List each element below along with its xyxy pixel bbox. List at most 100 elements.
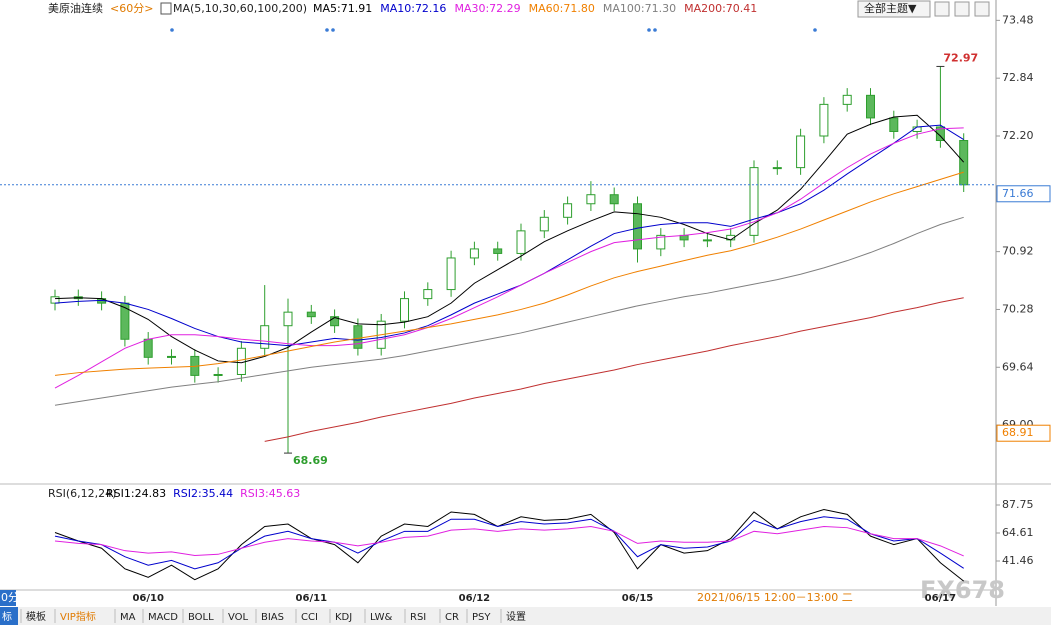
- candle-body: [702, 239, 712, 242]
- candle-body: [842, 94, 852, 105]
- y-tick-label: 72.20: [1002, 129, 1034, 142]
- candle-body: [283, 311, 293, 327]
- indicator-line: [54, 525, 964, 557]
- toolbar-item[interactable]: 设置: [506, 611, 526, 623]
- period-tab-label[interactable]: 0分: [1, 591, 19, 604]
- toggle-button[interactable]: [954, 1, 970, 17]
- toolbar-item[interactable]: RSI: [410, 612, 426, 623]
- period-tab[interactable]: [0, 590, 16, 606]
- theme-button[interactable]: [857, 0, 931, 18]
- y-tick-label: 70.28: [1002, 302, 1034, 315]
- legend-entry: MA60:71.80: [529, 2, 595, 15]
- candle-body: [889, 117, 899, 132]
- indicator-line: [54, 509, 965, 582]
- toolbar-item[interactable]: KDJ: [335, 612, 352, 623]
- toolbar-item[interactable]: CR: [445, 612, 459, 623]
- y-tick-label: 87.75: [1002, 498, 1034, 511]
- legend-entry: MA10:72.16: [380, 2, 446, 15]
- toolbar-active: [0, 607, 18, 625]
- ma-indicator: MA(5,10,30,60,100,200): [173, 2, 307, 15]
- y-tick-label: 70.92: [1002, 245, 1034, 258]
- toolbar-item[interactable]: CCI: [301, 612, 318, 623]
- y-tick-label: 41.46: [1002, 554, 1034, 567]
- candle-body: [236, 347, 246, 375]
- candle-body: [772, 167, 782, 170]
- candle-body: [959, 140, 969, 186]
- candle-body: [749, 167, 759, 236]
- candle-body: [353, 325, 363, 349]
- x-tick-label: 06/11: [296, 593, 328, 604]
- period: <60分>: [110, 2, 153, 15]
- rsi-indicator: RSI(6,12,24): [48, 487, 116, 500]
- candle-body: [935, 126, 945, 142]
- high-annotation: 72.97: [943, 51, 978, 64]
- candle-body: [306, 311, 316, 318]
- x-tick-label: 06/15: [622, 593, 654, 604]
- toggle-button[interactable]: [974, 1, 990, 17]
- legend-entry: RSI2:35.44: [173, 487, 233, 500]
- indicator-line: [54, 124, 964, 347]
- toggle-button[interactable]: [934, 1, 950, 17]
- last-price-box: [996, 185, 1051, 203]
- candle-body: [819, 103, 829, 137]
- x-tick-label: 06/17: [925, 593, 957, 604]
- candle-body: [539, 216, 549, 232]
- toolbar-item[interactable]: PSY: [472, 612, 491, 623]
- toolbar-item[interactable]: VIP指标: [60, 610, 96, 623]
- candle-body: [516, 230, 526, 254]
- axis-marker-box: [996, 424, 1051, 442]
- candle-body: [446, 257, 456, 291]
- symbol: 美原油连续: [48, 1, 103, 15]
- candle-body: [143, 338, 153, 358]
- candle-body: [469, 248, 479, 259]
- candle-body: [260, 325, 270, 349]
- indicator-line: [54, 114, 965, 364]
- candle-body: [213, 373, 223, 376]
- candle-body: [609, 194, 619, 205]
- candle-body: [563, 203, 573, 218]
- candle-body: [796, 135, 806, 169]
- toolbar-item[interactable]: VOL: [228, 612, 249, 623]
- toolbar-item[interactable]: 标: [2, 611, 12, 623]
- candle-body: [866, 94, 875, 119]
- candle-body: [167, 355, 176, 358]
- candle-body: [656, 234, 666, 250]
- legend-entry: MA30:72.29: [454, 2, 520, 15]
- y-tick-label: 73.48: [1002, 13, 1034, 26]
- candle-body: [50, 296, 60, 304]
- theme-button-label[interactable]: 全部主题▼: [864, 1, 917, 15]
- crosshair-label: 2021/06/15 12:00－13:00 二: [697, 591, 853, 604]
- candle-body: [400, 298, 409, 322]
- y-tick-label: 69.64: [1002, 360, 1034, 373]
- toolbar: [0, 607, 1051, 625]
- toolbar-item[interactable]: 模板: [26, 610, 46, 623]
- x-tick-label: 06/10: [132, 593, 164, 604]
- candle-body: [423, 289, 433, 300]
- indicator-line: [54, 216, 964, 406]
- y-tick-label: 72.84: [1002, 71, 1034, 84]
- indicator-line: [54, 171, 964, 376]
- x-tick-label: 06/12: [459, 593, 491, 604]
- toolbar-item[interactable]: BIAS: [261, 612, 284, 623]
- last-price-label: 71.66: [1002, 187, 1034, 200]
- indicator-line: [264, 297, 964, 442]
- toolbar-item[interactable]: MA: [120, 612, 136, 623]
- toolbar-item[interactable]: MACD: [148, 612, 178, 623]
- legend-entry: MA200:70.41: [684, 2, 757, 15]
- candle-body: [493, 248, 503, 254]
- toolbar-item[interactable]: LW&: [370, 612, 393, 623]
- y-tick-label: 64.61: [1002, 526, 1034, 539]
- candle-body: [586, 194, 596, 205]
- indicator-line: [54, 516, 964, 570]
- toolbar-item[interactable]: BOLL: [188, 612, 214, 623]
- candle-body: [633, 203, 642, 250]
- event-markers: [170, 28, 817, 32]
- ma-icon[interactable]: [160, 2, 172, 15]
- legend-entry: MA100:71.30: [603, 2, 676, 15]
- axis-marker-label: 68.91: [1002, 426, 1034, 439]
- legend-entry: MA5:71.91: [313, 2, 372, 15]
- legend-entry: RSI3:45.63: [240, 487, 300, 500]
- low-annotation: 68.69: [293, 454, 328, 467]
